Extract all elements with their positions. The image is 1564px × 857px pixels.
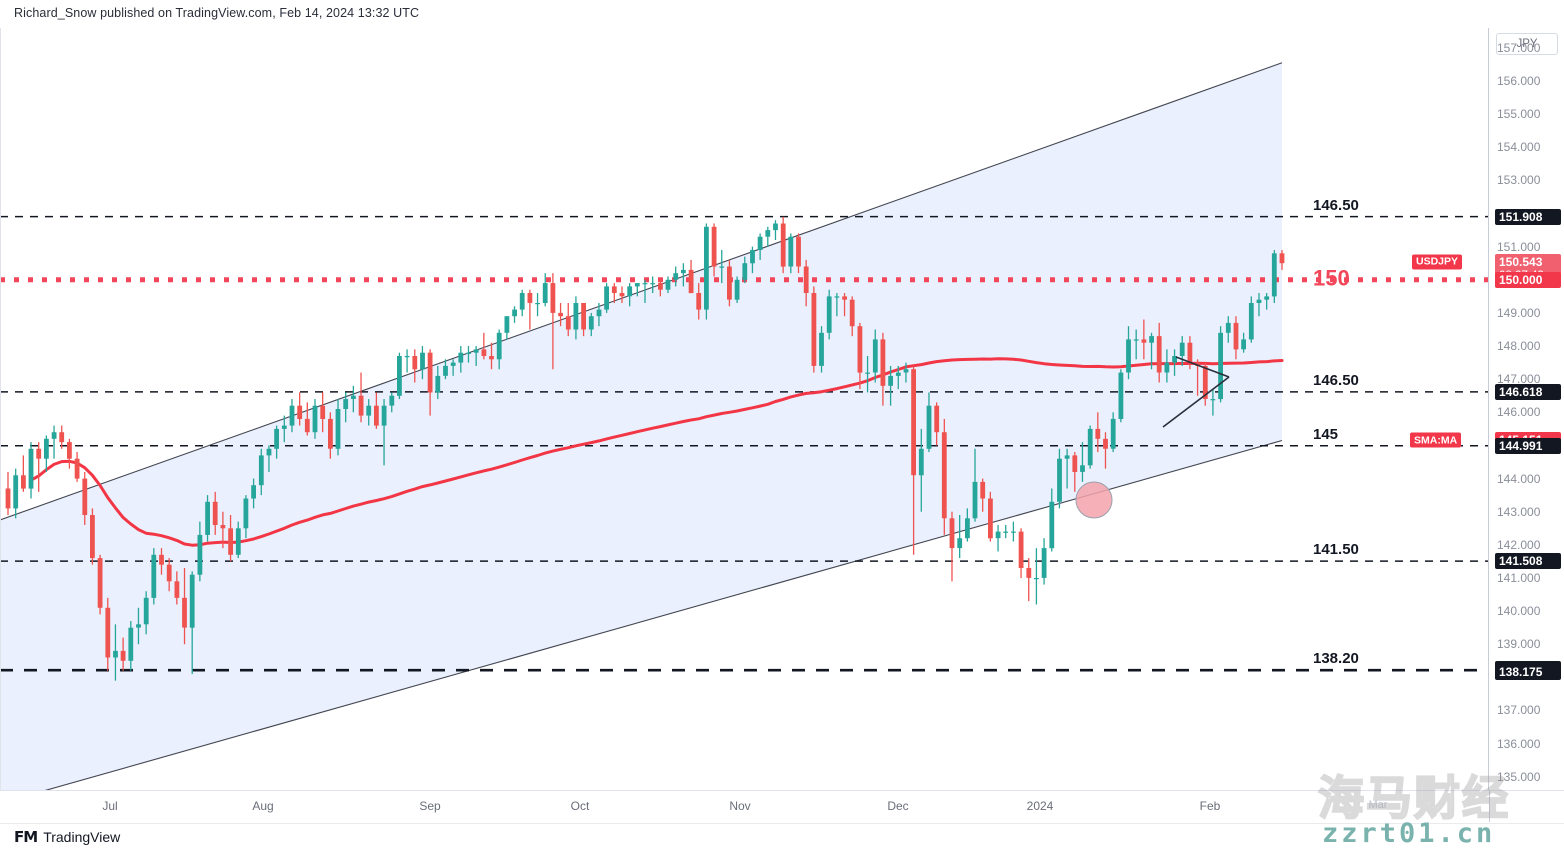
currency-badge[interactable]: JPY [1496,33,1558,55]
series-tag: USDJPY [1412,254,1463,270]
price-tick: 142.000 [1497,537,1541,552]
time-tick: Dec [887,799,909,813]
tradingview-brand-label: TradingView [43,829,121,845]
candle-series[interactable] [5,216,1285,681]
level-annotation: 150 [1313,265,1350,291]
price-tick: 146.000 [1497,405,1541,420]
watermark-site: zzrt01.cn [1322,818,1496,849]
price-value-label: 141.508 [1495,553,1561,570]
price-value-label: 138.175 [1495,663,1561,680]
price-tick: 143.000 [1497,504,1541,519]
price-tick: 144.000 [1497,471,1541,486]
price-tick: 147.000 [1497,372,1541,387]
level-annotation: 145 [1313,425,1339,443]
price-value-label: 144.991 [1495,437,1561,454]
chart-plot-area[interactable] [0,28,1489,790]
price-value-label: 151.908 [1495,208,1561,225]
price-tick: 137.000 [1497,703,1541,718]
price-tick: 140.000 [1497,604,1541,619]
candlestick-chart-canvas[interactable] [0,28,1489,790]
time-tick: Nov [729,799,751,813]
time-tick: Aug [252,799,274,813]
ascending-channel-shape[interactable] [0,62,1283,790]
price-tick: 156.000 [1497,74,1541,88]
circle-marker[interactable] [1075,481,1113,519]
price-tick: 141.000 [1497,570,1541,585]
price-tick: 153.000 [1497,173,1541,188]
price-tick: 154.000 [1497,140,1541,155]
price-tick: 151.000 [1497,239,1541,254]
tradingview-glyph-icon: 𝗙𝗠 [14,828,38,846]
level-annotation: 146.50 [1313,196,1359,214]
time-tick: Jul [102,799,118,813]
series-tag: SMA:MA [1410,432,1462,448]
time-tick: Mar [1368,799,1388,811]
time-tick: 2024 [1026,799,1054,813]
tradingview-logo[interactable]: 𝗙𝗠 TradingView [14,828,120,846]
time-tick: Feb [1199,799,1221,813]
price-value-label: 146.618 [1495,383,1561,400]
flag-pattern-drawing[interactable] [1162,356,1230,428]
level-annotation: 138.20 [1313,650,1359,668]
time-scale[interactable]: Jul Aug Sep Oct Nov Dec 2024 Feb Mar [0,790,1564,824]
level-annotation: 141.50 [1313,541,1359,559]
price-tick: 157.000 [1497,40,1541,55]
level-annotation: 146.50 [1313,371,1359,389]
price-tick: 135.000 [1497,769,1541,784]
price-tick: 139.000 [1497,637,1541,652]
plot-right-border [1488,28,1489,790]
price-tick: 155.000 [1497,107,1541,122]
plot-left-border [0,28,1,790]
price-tick: 149.000 [1497,305,1541,320]
time-tick: Oct [570,799,590,813]
attribution-text: Richard_Snow published on TradingView.co… [14,6,420,20]
time-tick: Sep [419,799,441,813]
time-scale-separator [1489,790,1490,822]
price-value-label: 150.000 [1495,271,1561,288]
price-tick: 148.000 [1497,339,1541,354]
price-tick: 136.000 [1497,736,1541,751]
